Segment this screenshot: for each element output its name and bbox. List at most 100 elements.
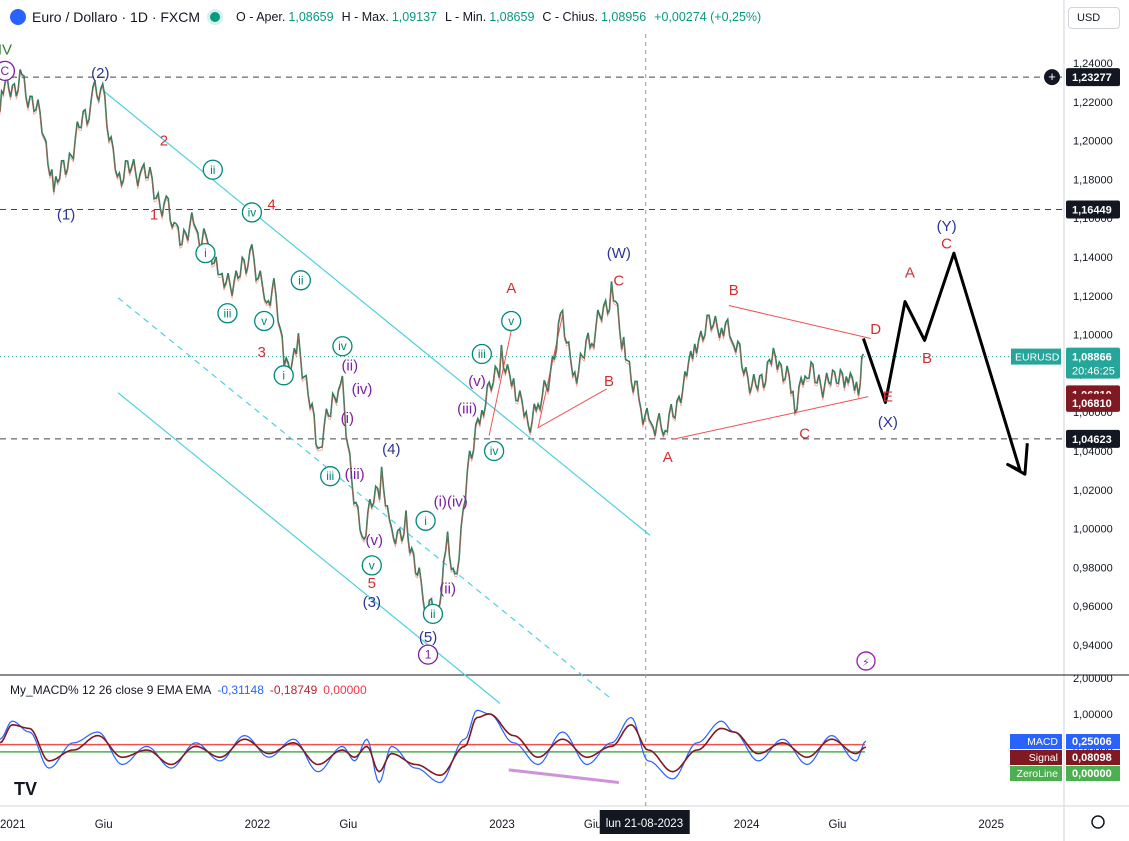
crosshair-date-bg — [599, 810, 690, 834]
macd-name[interactable]: My_MACD% 12 26 close 9 EMA EMA — [10, 683, 212, 697]
wave-label-circle — [273, 365, 294, 386]
macd-value-2: -0,18749 — [269, 683, 318, 697]
chart-header: Euro / Dollaro · 1D · FXCM O - Aper. 1,08… — [0, 0, 1064, 34]
price-tick-label: 1,04000 — [1073, 446, 1113, 458]
wave-label: ii — [298, 273, 303, 287]
macd-name-tag-bg — [1010, 750, 1062, 765]
wave-label: A — [905, 265, 915, 282]
add-level-button[interactable] — [1044, 69, 1060, 86]
wave-label: (iii) — [345, 466, 365, 483]
time-tick-label: Giu — [95, 819, 113, 831]
wave-label: C — [941, 235, 952, 252]
channel-mid-line[interactable] — [117, 297, 611, 699]
price-series-shadow — [0, 72, 864, 621]
price-tick-label: 1,02000 — [1073, 485, 1113, 497]
signal-line — [0, 713, 867, 777]
wave-label: (i) — [434, 493, 447, 510]
projection-path[interactable] — [861, 251, 1029, 476]
price-tag-label: 1,04623 — [1072, 434, 1112, 446]
wave-label: 3 — [258, 344, 266, 361]
wave-label: (iii) — [457, 400, 477, 417]
wave-label: v — [369, 558, 375, 572]
wave-label: D — [870, 321, 881, 338]
triangle-lower-line[interactable] — [672, 396, 869, 440]
price-tick-label: 1,24000 — [1073, 58, 1113, 70]
wave-label-circle — [422, 603, 444, 625]
wave-label: A — [663, 449, 673, 466]
settings-gear-icon[interactable] — [1091, 815, 1105, 829]
wave-label-circle — [320, 466, 341, 487]
wave-label: C — [613, 272, 624, 289]
wave-label: ii — [430, 607, 435, 621]
close-label: C - Chius. — [542, 10, 598, 24]
macd-value-tag-bg — [1066, 750, 1120, 765]
time-tick-label: 2023 — [489, 819, 515, 831]
wave-label: (W) — [607, 245, 631, 262]
crosshair-date-label: lun 21-08-2023 — [606, 818, 683, 830]
divergence-line[interactable] — [508, 768, 620, 785]
time-tick-label: Giu — [829, 819, 847, 831]
wave-label: 2 — [160, 133, 168, 150]
tradingview-watermark-icon: TV — [14, 779, 37, 799]
macd-tick-label: 2,00000 — [1073, 673, 1113, 685]
wave-a-line[interactable] — [488, 318, 515, 436]
wave-label: v — [508, 314, 514, 328]
tradingview-logo-icon — [10, 9, 26, 25]
wave-label-circle — [501, 310, 522, 332]
wave-label: (5) — [419, 629, 437, 646]
channel-upper-line[interactable] — [102, 89, 651, 536]
wave-label: C — [1, 64, 10, 78]
wave-label: C — [799, 426, 810, 443]
price-series-line — [0, 69, 865, 619]
macd-name-tag-bg — [1010, 766, 1062, 781]
macd-value-3: 0,00000 — [323, 683, 367, 697]
time-tick-label: 2022 — [245, 819, 271, 831]
wave-label: iii — [478, 347, 486, 361]
wave-label: E — [883, 389, 893, 406]
macd-name-tag: Signal — [1029, 752, 1058, 764]
triangle-upper-line[interactable] — [728, 305, 871, 339]
lightning-icon[interactable] — [856, 651, 876, 671]
macd-value-tag: 0,00000 — [1072, 768, 1112, 780]
time-tick-label: 2025 — [978, 819, 1004, 831]
price-tick-label: 1,18000 — [1073, 174, 1113, 186]
macd-header: My_MACD% 12 26 close 9 EMA EMA -0,31148 -0… — [10, 683, 367, 697]
symbol-tag-label: EURUSD — [1015, 352, 1060, 364]
wave-label-circle — [415, 510, 436, 531]
macd-tick-label: 1,00000 — [1073, 709, 1113, 721]
wave-label: 4 — [267, 197, 275, 214]
change-value: +0,00274 (+0,25%) — [654, 10, 762, 24]
wave-label: 1 — [150, 206, 158, 223]
b-triangle-line[interactable] — [537, 315, 607, 429]
wave-label: (X) — [878, 414, 898, 431]
wave-label-circle — [417, 644, 439, 665]
open-label: O - Aper. — [236, 10, 286, 24]
symbol-title[interactable]: Euro / Dollaro · 1D · FXCM — [32, 9, 201, 25]
wave-label-circle — [361, 555, 382, 576]
low-value: 1,08659 — [489, 10, 535, 24]
wave-label: i — [282, 368, 285, 382]
wave-label: iv — [338, 339, 347, 353]
wave-label: ii — [210, 163, 215, 177]
time-tick-label: 2021 — [0, 819, 26, 831]
wave-label: (i) — [341, 410, 354, 427]
wave-label: (iv) — [352, 381, 373, 398]
price-tick-label: 0,94000 — [1073, 640, 1113, 652]
wave-label: i — [424, 514, 427, 528]
macd-value-tag: 0,08098 — [1072, 752, 1112, 764]
current-price-label: 1,08866 — [1072, 352, 1112, 364]
wave-label: iv — [248, 205, 257, 219]
price-tick-label: 1,12000 — [1073, 291, 1113, 303]
open-value: 1,08659 — [288, 10, 334, 24]
price-tag-bg — [1066, 429, 1120, 448]
wave-label: (v) — [468, 373, 486, 390]
macd-value-tag-bg — [1066, 734, 1120, 749]
wave-label-circle — [217, 303, 238, 324]
price-tick-label: 1,20000 — [1073, 136, 1113, 148]
macd-value-tag: 0,25006 — [1072, 736, 1112, 748]
current-price-tag-bg — [1066, 347, 1120, 379]
currency-selector[interactable]: USD — [1068, 7, 1120, 29]
wave-label: (ii) — [341, 358, 358, 375]
wave-label: iii — [326, 469, 334, 483]
